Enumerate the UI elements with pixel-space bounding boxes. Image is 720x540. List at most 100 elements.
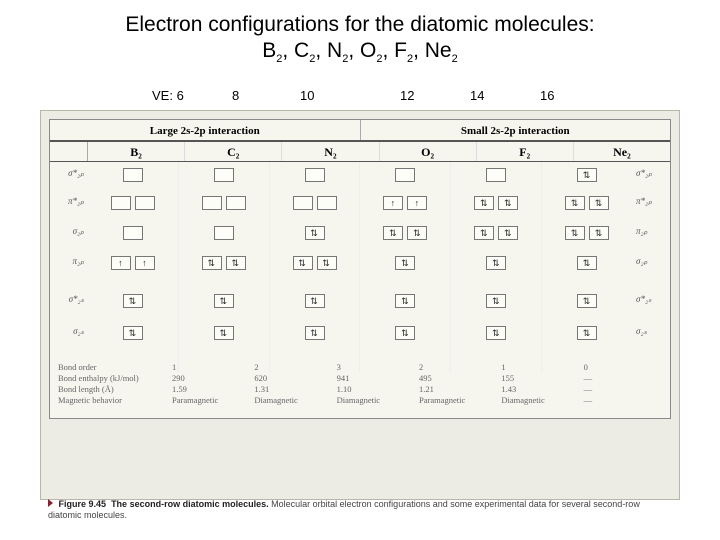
mo-grid: σ*₂ₚπ*₂ₚσ₂ₚπ₂ₚσ*₂ₛσ₂ₛ ↑↑⇅⇅⇅⇅⇅⇅⇅⇅⇅⇅⇅↑↑⇅⇅⇅… — [50, 162, 670, 372]
ve-value: 10 — [300, 88, 314, 103]
data-column: 11551.43Diamagnetic — [497, 362, 579, 410]
data-row-labels: Bond orderBond enthalpy (kJ/mol)Bond len… — [58, 362, 168, 410]
orbital-box: ⇅ — [565, 196, 585, 210]
data-cell: 1.21 — [419, 384, 497, 395]
figure-caption: Figure 9.45 The second-row diatomic mole… — [48, 499, 672, 522]
orbital-box: ⇅ — [123, 294, 143, 308]
data-cell: 1 — [501, 362, 579, 373]
orbital-box: ⇅ — [226, 256, 246, 270]
data-cell: 2 — [254, 362, 332, 373]
orbital-box: ⇅ — [486, 256, 506, 270]
mo-label: σ₂ₛ — [73, 326, 84, 337]
data-cell: 0 — [584, 362, 662, 373]
orbital-box: ⇅ — [305, 326, 325, 340]
orbital-box — [486, 168, 506, 182]
mo-label: σ₂ₚ — [636, 256, 647, 267]
orbital-box: ⇅ — [577, 256, 597, 270]
data-row-label: Bond order — [58, 362, 168, 373]
data-block: Bond orderBond enthalpy (kJ/mol)Bond len… — [58, 362, 662, 410]
orbital-box: ⇅ — [474, 196, 494, 210]
title-line1: Electron configurations for the diatomic… — [0, 12, 720, 38]
orbital-box: ⇅ — [317, 256, 337, 270]
molecule-header: Ne₂ — [574, 142, 670, 161]
orbital-box: ↑ — [407, 196, 427, 210]
data-cell: 2 — [419, 362, 497, 373]
group-small: Small 2s-2p interaction — [361, 120, 671, 140]
orbital-box — [123, 226, 143, 240]
data-cell: Diamagnetic — [337, 395, 415, 406]
orbital-box — [293, 196, 313, 210]
mo-columns: ↑↑⇅⇅⇅⇅⇅⇅⇅⇅⇅⇅⇅↑↑⇅⇅⇅⇅⇅⇅⇅⇅⇅⇅⇅⇅⇅⇅⇅⇅⇅⇅⇅⇅ — [88, 162, 632, 372]
data-cell: — — [584, 384, 662, 395]
orbital-box: ⇅ — [407, 226, 427, 240]
ve-value: 12 — [400, 88, 414, 103]
molecule-header: O₂ — [380, 142, 477, 161]
orbital-box — [214, 226, 234, 240]
orbital-box: ⇅ — [589, 226, 609, 240]
data-column: 0——— — [580, 362, 662, 410]
orbital-box: ⇅ — [395, 294, 415, 308]
data-cell: — — [584, 373, 662, 384]
mo-label: π₂ₚ — [73, 256, 85, 267]
orbital-box: ⇅ — [486, 326, 506, 340]
mo-label: π*₂ₚ — [636, 196, 652, 207]
data-cell: 3 — [337, 362, 415, 373]
page-title: Electron configurations for the diatomic… — [0, 0, 720, 67]
orbital-box — [111, 196, 131, 210]
data-cell: 1.43 — [501, 384, 579, 395]
data-column: 24951.21Paramagnetic — [415, 362, 497, 410]
orbital-box: ↑ — [383, 196, 403, 210]
data-cell: Paramagnetic — [419, 395, 497, 406]
orbital-box: ⇅ — [498, 226, 518, 240]
orbital-box — [123, 168, 143, 182]
data-cell: 1.31 — [254, 384, 332, 395]
mo-column: ⇅⇅⇅⇅⇅⇅⇅⇅ — [542, 162, 632, 372]
orbital-box: ⇅ — [123, 326, 143, 340]
mo-labels-left: σ*₂ₚπ*₂ₚσ₂ₚπ₂ₚσ*₂ₛσ₂ₛ — [50, 162, 88, 372]
data-cell: 620 — [254, 373, 332, 384]
molecule-header-row: B₂C₂N₂O₂F₂Ne₂ — [50, 142, 670, 162]
orbital-box: ⇅ — [565, 226, 585, 240]
ve-label: VE: 6 — [152, 88, 184, 103]
data-cell: 941 — [337, 373, 415, 384]
orbital-box: ⇅ — [214, 326, 234, 340]
data-cell: 1.59 — [172, 384, 250, 395]
mo-column: ⇅⇅⇅⇅⇅ — [270, 162, 361, 372]
mo-column: ⇅⇅⇅⇅⇅⇅⇅ — [451, 162, 542, 372]
orbital-box: ↑ — [111, 256, 131, 270]
data-column: 12901.59Paramagnetic — [168, 362, 250, 410]
data-cell: 1 — [172, 362, 250, 373]
orbital-box: ⇅ — [395, 256, 415, 270]
data-cell: 495 — [419, 373, 497, 384]
ve-value: 16 — [540, 88, 554, 103]
orbital-box: ⇅ — [383, 226, 403, 240]
orbital-box — [395, 168, 415, 182]
orbital-box: ⇅ — [486, 294, 506, 308]
figure-scan: Large 2s-2p interaction Small 2s-2p inte… — [40, 110, 680, 500]
data-cell: 155 — [501, 373, 579, 384]
ve-value: 8 — [232, 88, 239, 103]
orbital-box: ⇅ — [214, 294, 234, 308]
orbital-box: ⇅ — [577, 326, 597, 340]
data-cell: 290 — [172, 373, 250, 384]
mo-label: σ*₂ₛ — [69, 294, 84, 305]
data-row-label: Magnetic behavior — [58, 395, 168, 406]
orbital-box: ⇅ — [577, 168, 597, 182]
molecule-header: F₂ — [477, 142, 574, 161]
data-row-label: Bond length (Å) — [58, 384, 168, 395]
mo-label: π₂ₚ — [636, 226, 648, 237]
orbital-box: ⇅ — [589, 196, 609, 210]
molecule-header: B₂ — [88, 142, 185, 161]
data-cell: — — [584, 395, 662, 406]
orbital-box: ⇅ — [474, 226, 494, 240]
caption-title: The second-row diatomic molecules. — [111, 499, 269, 509]
caption-fig-number: Figure 9.45 — [59, 499, 107, 509]
title-line2: B2, C2, N2, O2, F2, Ne2 — [0, 38, 720, 67]
mo-labels-right: σ*₂ₚπ*₂ₚπ₂ₚσ₂ₚσ*₂ₛσ₂ₛ — [632, 162, 670, 372]
data-cell: Diamagnetic — [501, 395, 579, 406]
mo-column: ↑↑⇅⇅⇅⇅⇅ — [360, 162, 451, 372]
orbital-box — [317, 196, 337, 210]
mo-label: σ*₂ₚ — [68, 168, 84, 179]
data-cell: Diamagnetic — [254, 395, 332, 406]
orbital-box: ⇅ — [202, 256, 222, 270]
